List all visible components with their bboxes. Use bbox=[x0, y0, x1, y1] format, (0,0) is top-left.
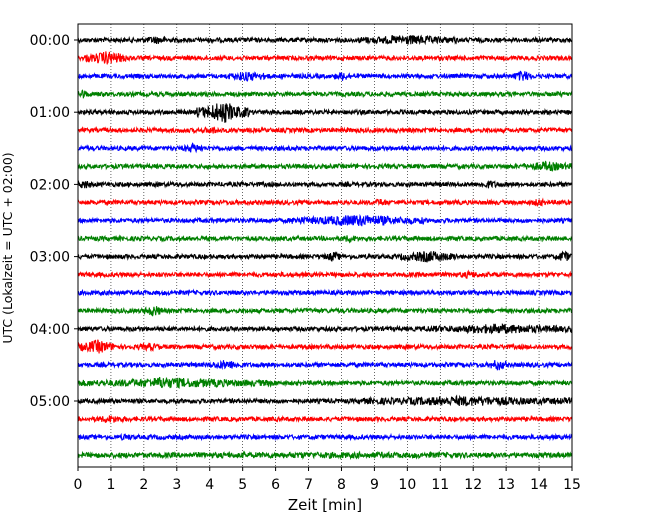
trace-line bbox=[77, 359, 573, 371]
trace-line bbox=[77, 322, 573, 335]
x-tick-label: 9 bbox=[370, 477, 379, 493]
x-tick-label: 4 bbox=[205, 477, 214, 493]
x-axis-label: Zeit [min] bbox=[288, 496, 362, 514]
x-tick-label: 10 bbox=[398, 477, 416, 493]
y-tick-label: 01:00 bbox=[30, 105, 70, 121]
x-tick-label: 11 bbox=[431, 477, 449, 493]
trace-line bbox=[77, 339, 573, 354]
trace-line bbox=[77, 89, 573, 99]
trace-line bbox=[77, 306, 573, 317]
y-tick-label: 03:00 bbox=[30, 250, 70, 266]
trace-line bbox=[77, 34, 573, 46]
x-tick-label: 8 bbox=[337, 477, 346, 493]
x-tick-label: 5 bbox=[238, 477, 247, 493]
x-tick-label: 7 bbox=[304, 477, 313, 493]
x-axis: 0 1 2 3 4 5 6 7 8 9 10 11 12 13 14 15 bbox=[74, 467, 581, 493]
y-tick-label: 04:00 bbox=[30, 322, 70, 338]
trace-line bbox=[77, 376, 573, 389]
x-tick-label: 0 bbox=[74, 477, 83, 493]
trace-line bbox=[77, 269, 573, 279]
seismic-traces bbox=[77, 34, 573, 461]
y-tick-label: 05:00 bbox=[30, 394, 70, 410]
x-tick-label: 6 bbox=[271, 477, 280, 493]
trace-line bbox=[77, 51, 573, 65]
x-tick-label: 2 bbox=[139, 477, 148, 493]
trace-line bbox=[77, 432, 573, 442]
vertical-gridlines bbox=[110, 24, 540, 467]
y-axis: 00:00 01:00 02:00 03:00 04:00 05:00 bbox=[30, 33, 78, 410]
trace-line bbox=[77, 450, 573, 461]
trace-line bbox=[77, 197, 573, 207]
trace-line bbox=[77, 394, 573, 407]
trace-line bbox=[77, 288, 573, 297]
plot-frame bbox=[77, 23, 573, 468]
trace-line bbox=[77, 213, 573, 227]
trace-line bbox=[77, 180, 573, 189]
trace-line bbox=[77, 234, 573, 244]
y-tick-label: 02:00 bbox=[30, 177, 70, 193]
trace-line bbox=[77, 70, 573, 82]
x-tick-label: 12 bbox=[464, 477, 482, 493]
trace-line bbox=[77, 142, 573, 154]
x-tick-label: 15 bbox=[563, 477, 581, 493]
x-tick-label: 14 bbox=[530, 477, 548, 493]
x-tick-label: 3 bbox=[172, 477, 181, 493]
trace-line bbox=[77, 414, 573, 424]
trace-line bbox=[77, 250, 573, 263]
x-tick-label: 13 bbox=[497, 477, 515, 493]
x-tick-label: 1 bbox=[106, 477, 115, 493]
trace-line bbox=[77, 125, 573, 135]
y-tick-label: 00:00 bbox=[30, 33, 70, 49]
y-axis-label: UTC (Lokalzeit = UTC + 02:00) bbox=[0, 152, 15, 343]
trace-line bbox=[77, 160, 573, 172]
trace-line bbox=[77, 103, 573, 123]
